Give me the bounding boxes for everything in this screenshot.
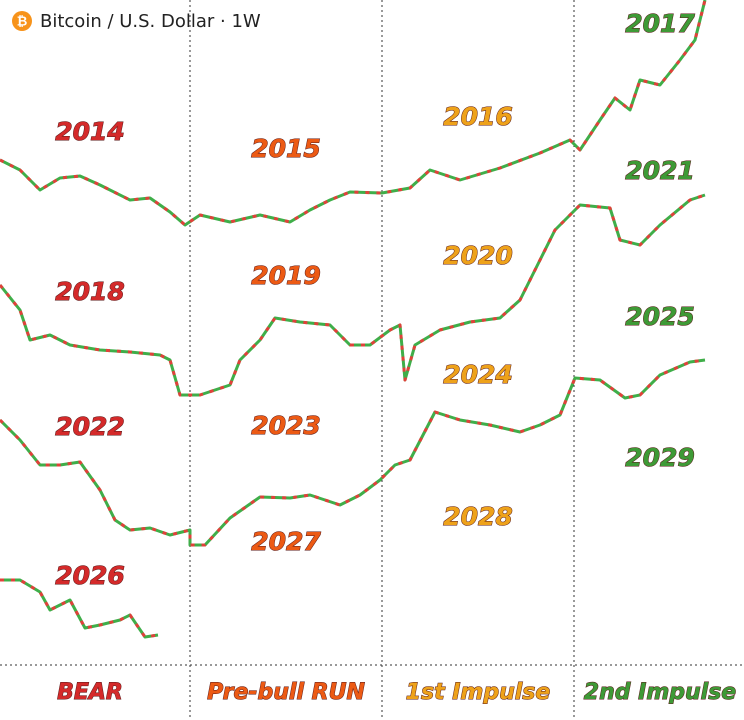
year-label: 2021 (625, 156, 695, 185)
price-line (0, 358, 706, 547)
price-line (0, 578, 159, 639)
phase-label: 2nd Impulse (584, 680, 737, 705)
price-cycles (0, 0, 707, 639)
phase-label: BEAR (57, 680, 123, 705)
year-label: 2022 (55, 412, 125, 441)
phase-label: 1st Impulse (406, 680, 551, 705)
year-label: 2027 (251, 527, 321, 556)
chart-title: Bitcoin / U.S. Dollar · 1W (40, 11, 261, 32)
year-label: 2016 (443, 102, 513, 131)
year-label: 2020 (443, 241, 513, 270)
year-label: 2018 (55, 277, 125, 306)
price-line (0, 193, 706, 397)
year-label: 2015 (251, 134, 321, 163)
year-label: 2014 (55, 117, 125, 146)
year-label: 2017 (625, 9, 695, 38)
year-label: 2024 (443, 360, 513, 389)
year-label: 2026 (55, 561, 125, 590)
phase-label: Pre-bull RUN (207, 680, 365, 705)
bitcoin-symbol: ₿ (17, 15, 28, 30)
price-line (0, 0, 707, 227)
year-label: 2019 (251, 261, 321, 290)
year-label: 2025 (625, 302, 695, 331)
year-label: 2029 (625, 443, 695, 472)
year-label: 2023 (251, 411, 321, 440)
price-line (0, 0, 707, 227)
year-label: 2028 (443, 502, 513, 531)
bitcoin-icon (12, 11, 32, 31)
price-line (0, 358, 706, 547)
